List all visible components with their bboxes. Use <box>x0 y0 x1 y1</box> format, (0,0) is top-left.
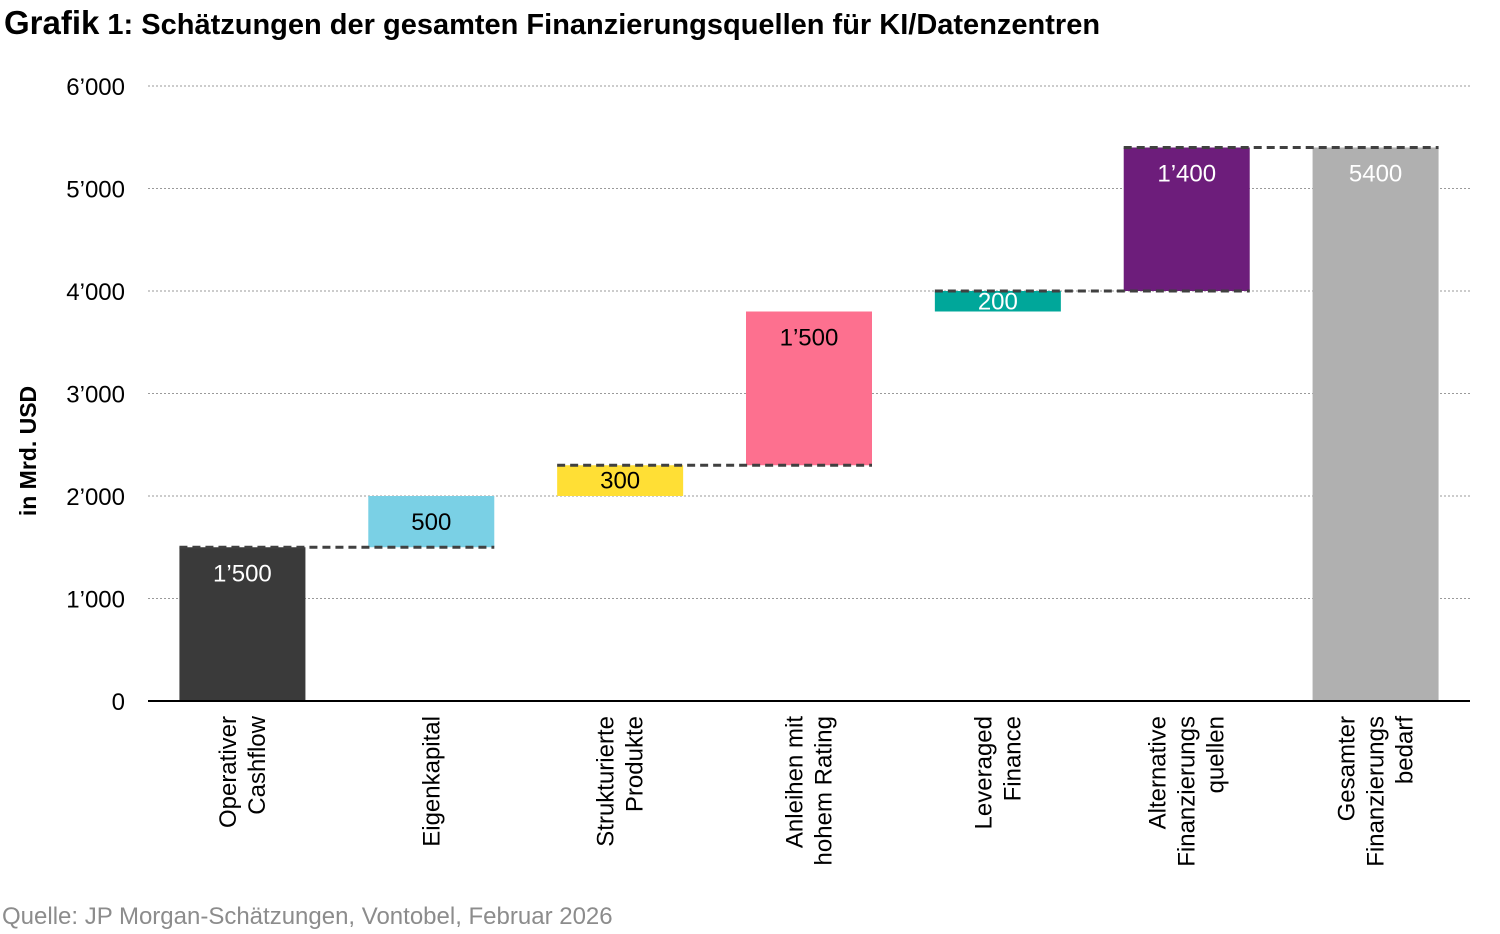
title-lead: Grafik <box>4 4 100 41</box>
data-labels: 1’500 500 300 1’500 200 1’400 5400 <box>213 161 1402 588</box>
y-tick-labels: 0 1’000 2’000 3’000 4’000 5’000 6’000 <box>66 74 125 716</box>
data-label: 1’400 <box>1157 161 1216 188</box>
y-tick-label: 4’000 <box>66 279 125 306</box>
bars <box>179 147 1439 701</box>
y-axis-label: in Mrd. USD <box>15 386 41 516</box>
source-note: Quelle: JP Morgan-Schätzungen, Vontobel,… <box>2 903 613 930</box>
x-category-labels: OperativerCashflow Eigenkapital Strukturie… <box>215 715 1419 866</box>
bar <box>746 311 872 466</box>
data-label: 500 <box>411 509 451 536</box>
title-rest: 1: Schätzungen der gesamten Finanzierung… <box>99 9 1101 41</box>
y-tick-label: 2’000 <box>66 484 125 511</box>
connector-lines <box>179 146 1439 549</box>
data-label: 1’500 <box>780 325 839 352</box>
data-label: 1’500 <box>213 560 272 587</box>
y-tick-label: 1’000 <box>66 587 125 614</box>
y-tick-label: 0 <box>112 689 125 716</box>
x-tick-label: AlternativeFinanzierungsquellen <box>1145 716 1230 867</box>
bar <box>1123 147 1250 291</box>
y-tick-label: 6’000 <box>66 74 125 101</box>
bar <box>368 496 495 548</box>
x-tick-label: LeveragedFinance <box>970 716 1026 829</box>
x-tick-label: Anleihen mithohem Rating <box>782 716 838 866</box>
page-title: Grafik 1: Schätzungen der gesamten Finan… <box>4 4 1100 42</box>
bar <box>1312 147 1439 701</box>
data-label: 300 <box>600 468 640 495</box>
x-tick-label: StrukturierteProdukte <box>593 716 649 847</box>
bar <box>934 291 1061 312</box>
x-tick-label: Eigenkapital <box>418 716 445 847</box>
x-tick-label: GesamterFinanzierungsbedarf <box>1334 716 1419 867</box>
bar <box>179 547 306 701</box>
y-tick-label: 3’000 <box>66 382 125 409</box>
data-label: 5400 <box>1349 161 1402 188</box>
x-tick-label: OperativerCashflow <box>215 715 271 828</box>
data-label: 200 <box>978 288 1018 315</box>
y-tick-label: 5’000 <box>66 177 125 204</box>
bar <box>557 465 684 496</box>
